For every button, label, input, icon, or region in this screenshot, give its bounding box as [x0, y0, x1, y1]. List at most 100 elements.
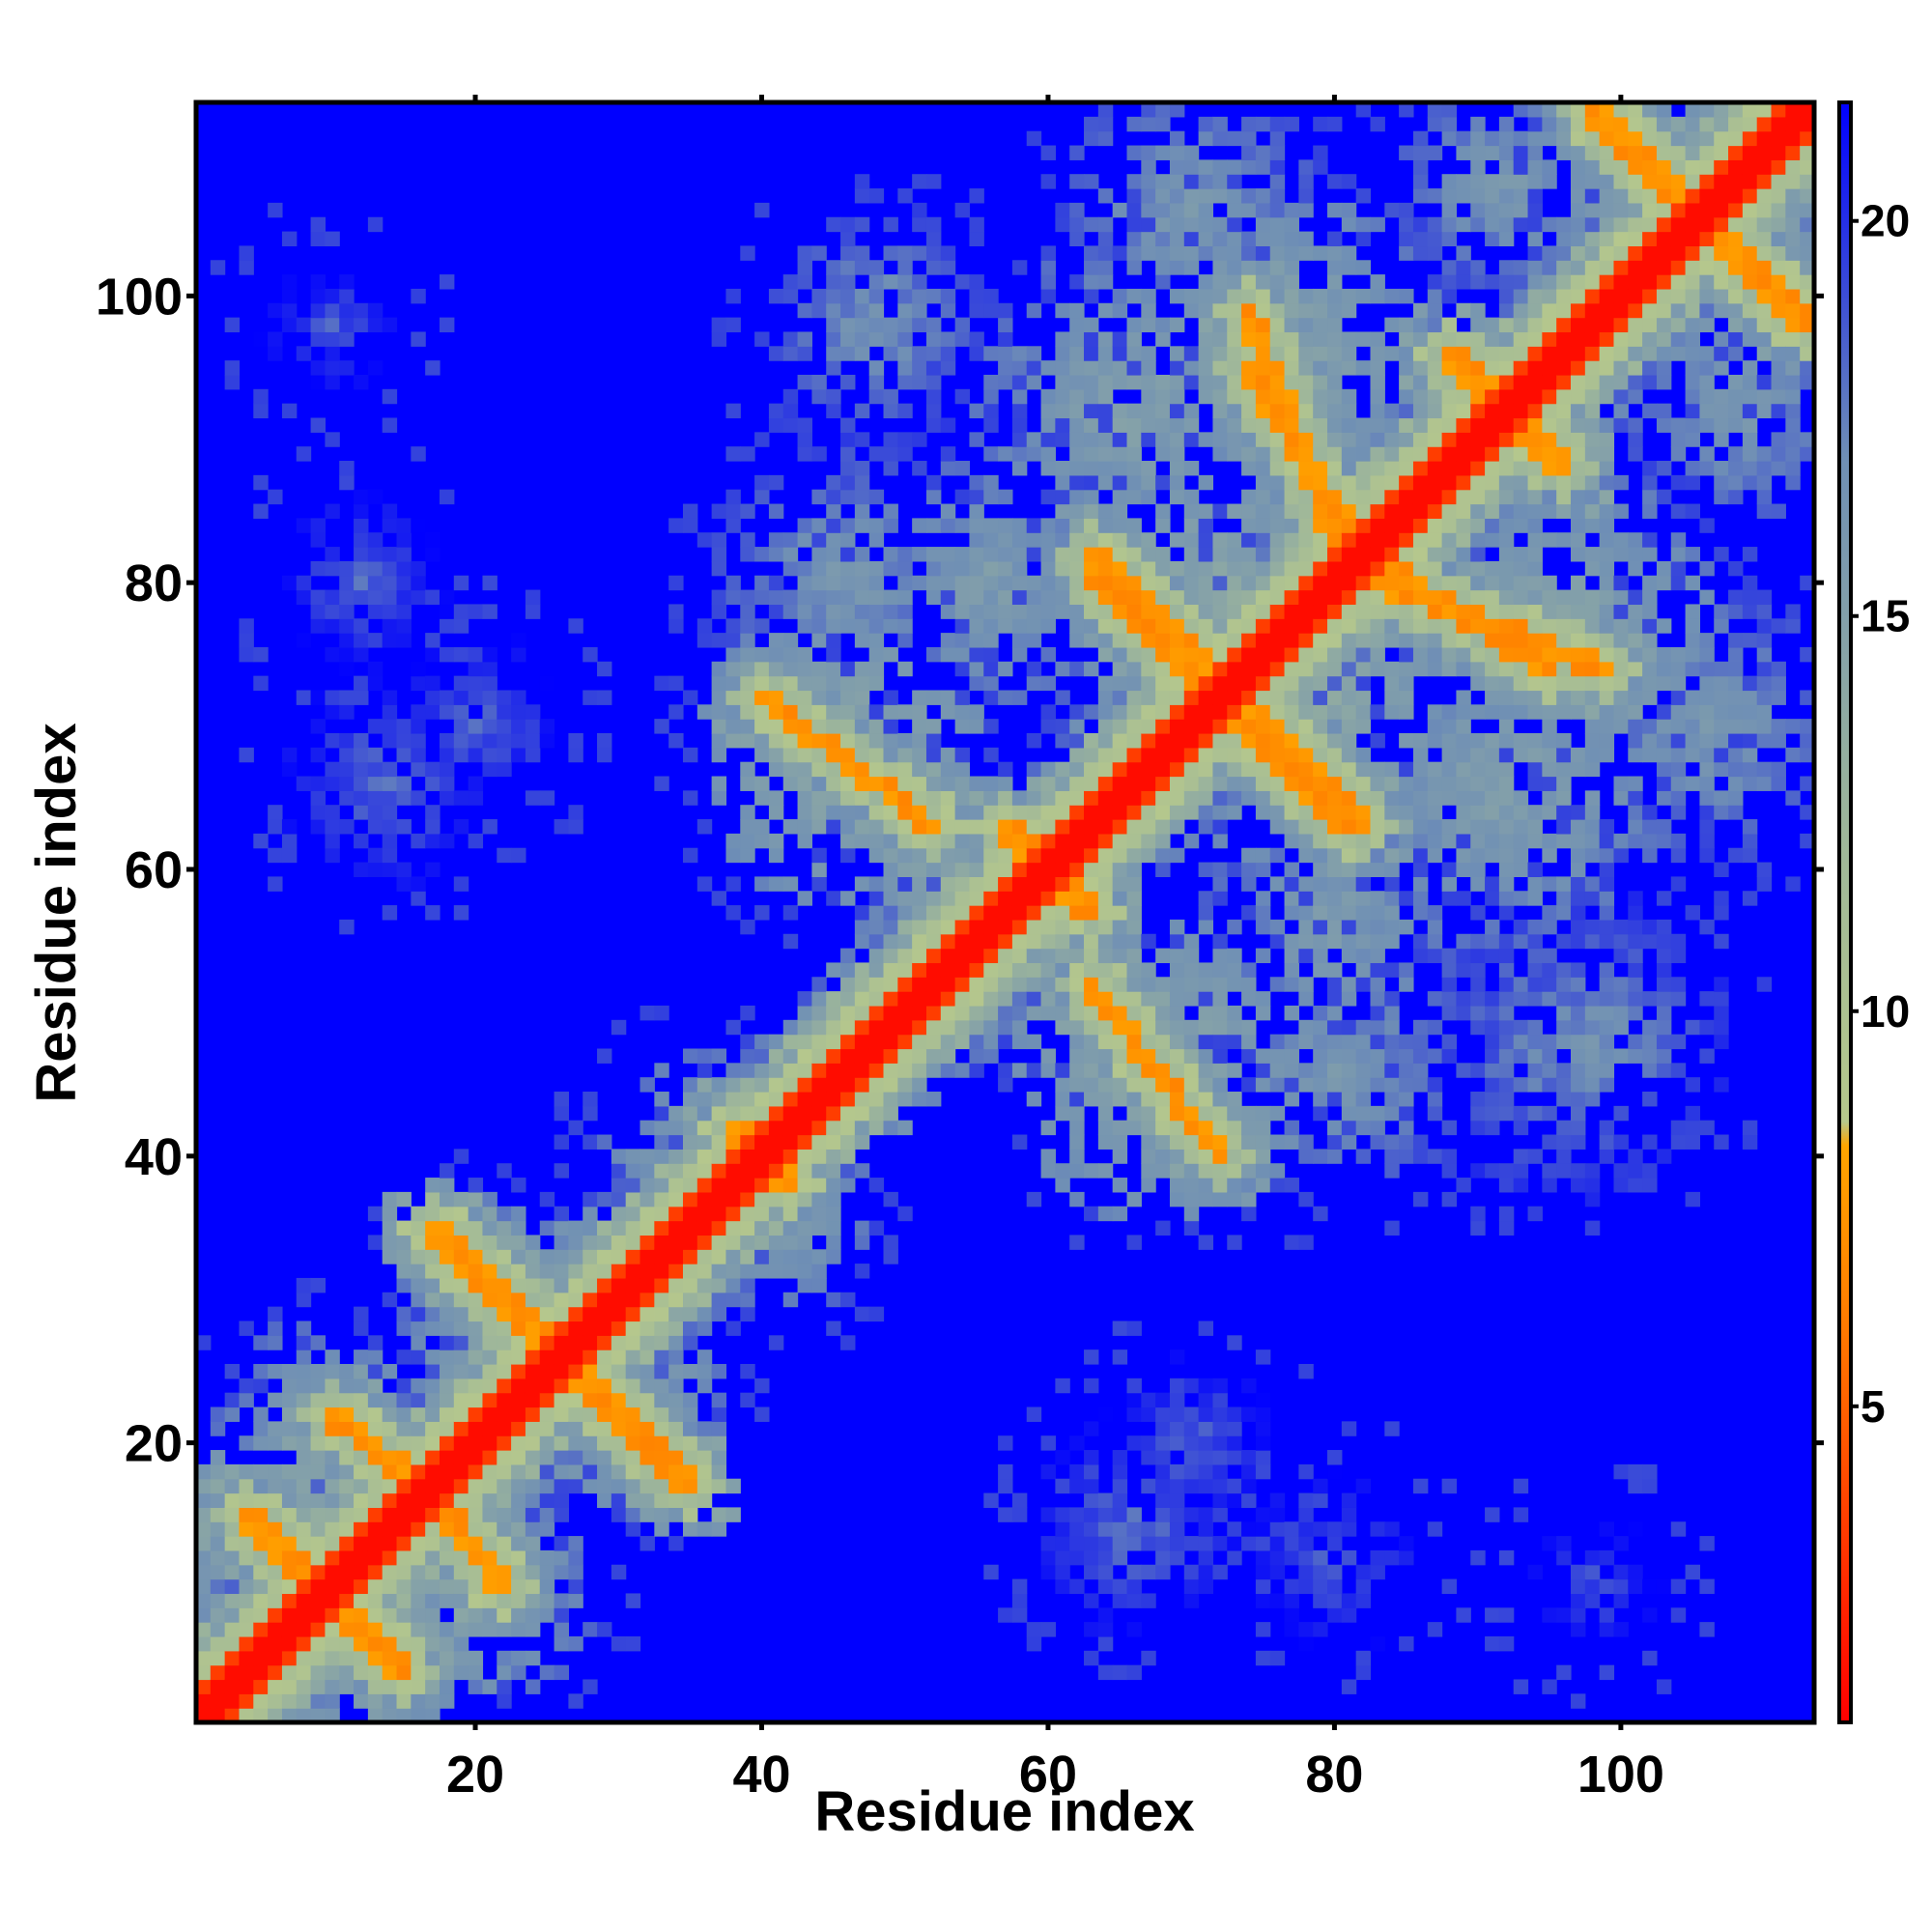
- heatmap-cell: [797, 302, 812, 319]
- heatmap-cell: [511, 1335, 526, 1350]
- heatmap-cell: [1485, 489, 1500, 505]
- heatmap-cell: [696, 633, 713, 648]
- heatmap-cell: [668, 1450, 684, 1465]
- heatmap-cell: [439, 1191, 455, 1208]
- heatmap-cell: [525, 1392, 541, 1408]
- heatmap-cell: [1269, 977, 1286, 992]
- heatmap-cell: [983, 675, 999, 692]
- heatmap-cell: [1112, 1549, 1128, 1566]
- heatmap-cell: [1399, 446, 1414, 462]
- heatmap-cell: [382, 732, 398, 749]
- heatmap-cell: [826, 503, 841, 519]
- heatmap-cell: [310, 1593, 326, 1608]
- heatmap-cell: [1241, 1077, 1257, 1093]
- heatmap-cell: [1241, 575, 1257, 591]
- heatmap-cell: [1298, 1564, 1314, 1580]
- heatmap-cell: [1498, 317, 1515, 333]
- heatmap-cell: [883, 1019, 898, 1036]
- heatmap-cell: [1298, 661, 1314, 677]
- heatmap-cell: [281, 1521, 298, 1537]
- heatmap-cell: [811, 675, 827, 692]
- heatmap-cell: [1498, 962, 1515, 978]
- heatmap-cell: [682, 1235, 698, 1250]
- heatmap-cell: [1055, 1178, 1070, 1193]
- heatmap-cell: [367, 1478, 384, 1494]
- heatmap-cell: [1241, 1105, 1257, 1122]
- heatmap-cell: [453, 1463, 469, 1480]
- heatmap-cell: [740, 719, 755, 734]
- heatmap-cell: [1355, 1019, 1372, 1036]
- heatmap-cell: [696, 1492, 713, 1508]
- heatmap-cell: [1327, 962, 1343, 978]
- heatmap-cell: [1069, 1063, 1085, 1078]
- heatmap-cell: [367, 1622, 384, 1637]
- heatmap-cell: [411, 1421, 426, 1436]
- heatmap-cell: [983, 547, 999, 562]
- heatmap-cell: [310, 1578, 326, 1595]
- heatmap-cell: [1183, 260, 1200, 275]
- heatmap-cell: [1241, 618, 1257, 634]
- heatmap-cell: [439, 1635, 455, 1652]
- heatmap-cell: [1441, 102, 1458, 118]
- heatmap-cell: [425, 1206, 440, 1222]
- heatmap-cell: [1055, 216, 1070, 233]
- heatmap-cell: [1542, 116, 1557, 132]
- heatmap-cell: [1011, 518, 1028, 533]
- heatmap-cell: [1456, 962, 1471, 978]
- heatmap-cell: [1126, 188, 1142, 204]
- heatmap-cell: [482, 1277, 497, 1293]
- heatmap-cell: [1513, 102, 1529, 118]
- heatmap-cell: [969, 805, 984, 820]
- heatmap-cell: [1341, 1492, 1357, 1508]
- heatmap-cell: [1370, 604, 1385, 619]
- heatmap-cell: [840, 761, 856, 778]
- heatmap-cell: [1198, 1578, 1214, 1595]
- heatmap-cell: [1084, 116, 1099, 132]
- heatmap-cell: [711, 604, 727, 619]
- heatmap-cell: [1370, 474, 1385, 491]
- heatmap-cell: [1470, 547, 1486, 562]
- heatmap-cell: [1313, 919, 1328, 935]
- heatmap-cell: [525, 1578, 541, 1595]
- heatmap-cell: [1241, 1048, 1257, 1064]
- heatmap-cell: [539, 1378, 555, 1394]
- heatmap-cell: [826, 690, 841, 705]
- heatmap-cell: [296, 690, 312, 705]
- heatmap-cell: [1198, 331, 1214, 347]
- heatmap-cell: [511, 1650, 526, 1666]
- heatmap-cell: [453, 732, 469, 749]
- heatmap-cell: [811, 1277, 827, 1293]
- heatmap-cell: [1498, 130, 1515, 147]
- heatmap-cell: [554, 1249, 569, 1264]
- heatmap-cell: [969, 288, 984, 304]
- heatmap-cell: [1198, 130, 1214, 147]
- heatmap-cell: [539, 1249, 555, 1264]
- heatmap-cell: [1112, 547, 1128, 562]
- heatmap-cell: [354, 1363, 369, 1379]
- heatmap-cell: [1212, 747, 1228, 763]
- heatmap-cell: [1527, 174, 1543, 189]
- heatmap-cell: [453, 1363, 469, 1379]
- heatmap-cell: [740, 589, 755, 606]
- heatmap-cell: [1513, 288, 1529, 304]
- heatmap-cell: [912, 461, 927, 476]
- heatmap-cell: [1441, 403, 1458, 419]
- heatmap-cell: [1227, 302, 1242, 319]
- heatmap-cell: [1427, 317, 1443, 333]
- heatmap-cell: [1412, 245, 1429, 261]
- heatmap-cell: [1441, 188, 1458, 204]
- heatmap-cell: [897, 360, 913, 376]
- heatmap-cell: [1055, 202, 1070, 218]
- heatmap-cell: [325, 1492, 340, 1508]
- heatmap-cell: [940, 847, 956, 864]
- heatmap-cell: [1513, 503, 1529, 519]
- heatmap-cell: [568, 1264, 583, 1279]
- heatmap-cell: [1542, 474, 1557, 491]
- heatmap-cell: [1513, 1507, 1529, 1522]
- heatmap-cell: [1011, 388, 1028, 405]
- heatmap-cell: [1399, 432, 1414, 447]
- heatmap-cell: [1183, 790, 1200, 806]
- heatmap-cell: [782, 761, 799, 778]
- heatmap-cell: [310, 1335, 326, 1350]
- heatmap-cell: [1269, 819, 1286, 835]
